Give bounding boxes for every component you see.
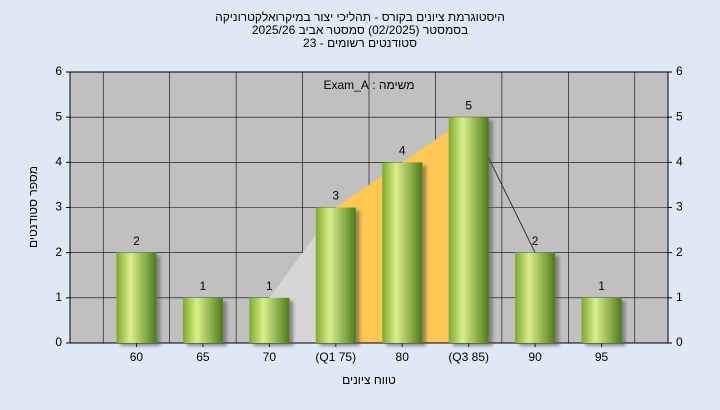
x-tick-label: 70 [263,350,277,364]
y2-tick-label: 2 [676,245,683,259]
data-label: 4 [399,144,406,158]
y-tick-label: 6 [55,64,62,78]
y-tick-label: 3 [55,200,62,214]
data-label: 1 [598,279,605,293]
chart-subtitle: בסמסטר (02/2025) סמסטר אביב 2025/26 [252,23,468,37]
y-tick-label: 4 [55,155,62,169]
data-label: 2 [133,234,140,248]
x-tick-label: 90 [528,350,542,364]
x-axis-label: טווח ציונים [342,373,396,387]
y-axis-label: מספר סטודנטים [26,166,40,248]
plot-border [69,71,669,344]
y-tick-label: 2 [55,245,62,259]
bar [515,252,556,343]
y-tick-label: 1 [55,290,62,304]
bar [249,297,290,343]
y2-tick-label: 5 [676,109,683,123]
x-tick-label: 80 [396,350,410,364]
y2-tick-label: 1 [676,290,683,304]
data-label: 1 [200,279,207,293]
bar [448,117,489,344]
chart-subtitle: סטודנטים רשומים - 23 [303,36,417,50]
y-tick-label: 0 [55,335,62,349]
y2-tick-label: 0 [676,335,683,349]
bar [116,252,157,343]
y-tick-label: 5 [55,109,62,123]
x-tick-label: 60 [130,350,144,364]
x-tick-label: 65 [196,350,210,364]
data-label: 2 [532,234,539,248]
y2-tick-label: 6 [676,64,683,78]
x-tick-label: (Q1 75) [315,350,356,364]
y2-tick-label: 4 [676,155,683,169]
x-tick-label: (Q3 85) [448,350,489,364]
bar [182,297,223,343]
chart-title: היסטוגרמת ציונים בקורס - תהליכי יצור במי… [215,10,505,24]
y2-tick-label: 3 [676,200,683,214]
data-label: 1 [266,279,273,293]
bar [315,207,356,343]
x-tick-label: 95 [595,350,609,364]
data-label: 5 [465,98,472,112]
data-label: 3 [332,189,339,203]
bar [382,162,423,343]
bar [581,297,622,343]
